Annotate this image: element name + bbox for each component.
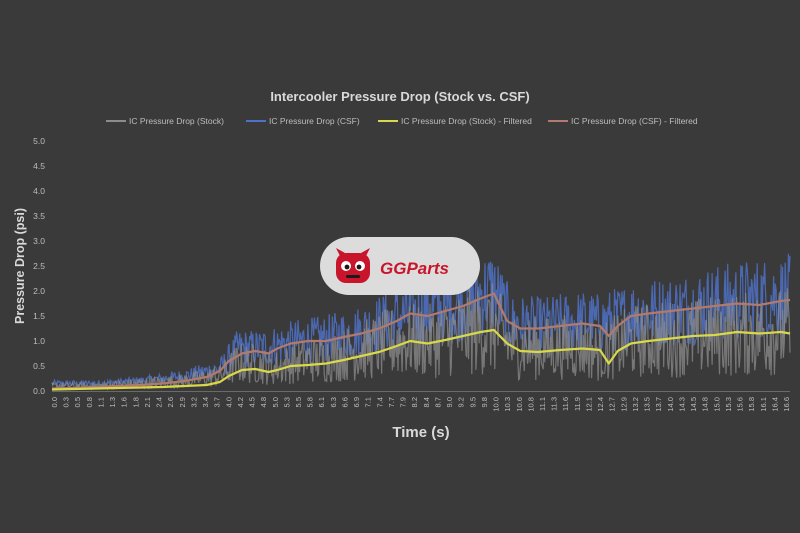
x-tick-label: 12.9 (619, 397, 628, 412)
x-tick-label: 15.6 (736, 397, 745, 412)
x-tick-label: 15.3 (724, 397, 733, 412)
x-tick-label: 2.6 (166, 397, 175, 407)
x-tick-label: 7.1 (364, 397, 373, 407)
x-tick-label: 10.3 (503, 397, 512, 412)
chart-title: Intercooler Pressure Drop (Stock vs. CSF… (270, 89, 529, 104)
x-tick-label: 4.0 (224, 397, 233, 407)
x-tick-label: 9.0 (445, 397, 454, 407)
x-tick-label: 13.2 (631, 397, 640, 412)
y-tick-label: 3.5 (33, 211, 45, 221)
x-tick-label: 2.1 (143, 397, 152, 407)
x-tick-label: 16.1 (759, 397, 768, 412)
x-tick-label: 3.4 (201, 397, 210, 407)
x-tick-label: 11.6 (561, 397, 570, 411)
x-tick-label: 4.2 (236, 397, 245, 407)
x-tick-label: 9.2 (457, 397, 466, 407)
legend-label: IC Pressure Drop (Stock) (129, 116, 224, 126)
legend: IC Pressure Drop (Stock) IC Pressure Drop… (106, 116, 698, 126)
legend-label: IC Pressure Drop (Stock) - Filtered (401, 116, 532, 126)
x-tick-label: 1.6 (120, 397, 129, 407)
legend-label: IC Pressure Drop (CSF) - Filtered (571, 116, 698, 126)
x-tick-label: 14.5 (689, 397, 698, 412)
x-tick-label: 0.3 (62, 397, 71, 407)
x-tick-label: 11.9 (573, 397, 582, 411)
x-tick-label: 10.6 (515, 397, 524, 412)
ggparts-logo: GGParts (320, 237, 480, 295)
x-tick-label: 0.0 (50, 397, 59, 407)
x-tick-label: 5.0 (271, 397, 280, 407)
x-tick-label: 1.1 (96, 397, 105, 407)
series-line-stock-filtered (51, 328, 791, 391)
x-tick-label: 13.5 (643, 397, 652, 412)
y-tick-label: 4.5 (33, 161, 45, 171)
x-tick-label: 13.7 (654, 397, 663, 412)
y-tick-label: 5.0 (33, 136, 45, 146)
y-tick-label: 4.0 (33, 186, 45, 196)
x-tick-label: 6.3 (329, 397, 338, 407)
x-tick-label: 11.3 (550, 397, 559, 411)
y-tick-label: 1.0 (33, 336, 45, 346)
x-axis-label: Time (s) (392, 424, 449, 441)
x-tick-label: 9.8 (480, 397, 489, 407)
x-tick-label: 5.5 (294, 397, 303, 407)
series-line-csf-filtered (51, 292, 791, 390)
x-tick-label: 1.8 (131, 397, 140, 407)
legend-label: IC Pressure Drop (CSF) (269, 116, 360, 126)
x-tick-label: 16.4 (770, 397, 779, 412)
x-tick-label: 16.6 (782, 397, 791, 412)
x-tick-label: 15.0 (712, 397, 721, 412)
y-tick-label: 3.0 (33, 236, 45, 246)
x-tick-label: 8.7 (433, 397, 442, 407)
x-tick-label: 2.9 (178, 397, 187, 407)
x-tick-label: 4.5 (248, 397, 257, 407)
x-tick-label: 6.6 (340, 397, 349, 407)
x-tick-label: 14.3 (677, 397, 686, 412)
x-tick-label: 6.1 (317, 397, 326, 407)
x-tick-label: 9.5 (468, 397, 477, 407)
y-tick-label: 0.5 (33, 361, 45, 371)
x-tick-label: 5.3 (282, 397, 291, 407)
x-tick-label: 7.7 (387, 397, 396, 407)
x-tick-label: 4.8 (259, 397, 268, 407)
x-tick-label: 12.1 (584, 397, 593, 412)
y-axis-label: Pressure Drop (psi) (13, 208, 27, 324)
x-tick-label: 8.4 (422, 397, 431, 407)
logo-text: GGParts (380, 259, 449, 278)
x-tick-label: 12.7 (608, 397, 617, 412)
x-tick-label: 14.0 (666, 397, 675, 412)
y-tick-label: 0.0 (33, 386, 45, 396)
x-tick-label: 14.8 (701, 397, 710, 412)
x-tick-label: 6.9 (352, 397, 361, 407)
y-tick-label: 1.5 (33, 311, 45, 321)
series-lines (51, 292, 791, 391)
x-tick-label: 0.8 (85, 397, 94, 407)
x-tick-label: 15.8 (747, 397, 756, 412)
x-tick-label: 1.3 (108, 397, 117, 407)
x-tick-label: 7.4 (375, 397, 384, 407)
x-axis-ticks: 0.0 0.3 0.5 0.8 1.1 1.3 1.6 1.8 2.1 2.4 2.6 2.9 3.2 3… (50, 397, 791, 412)
y-axis-ticks: 0.0 0.5 1.0 1.5 2.0 2.5 3.0 3.5 4.0 4.5 5.0 (33, 136, 45, 396)
x-tick-label: 10.8 (526, 397, 535, 412)
x-tick-label: 12.4 (596, 397, 605, 412)
x-tick-label: 5.8 (306, 397, 315, 407)
x-tick-label: 11.1 (538, 397, 547, 411)
x-tick-label: 3.7 (213, 397, 222, 407)
y-tick-label: 2.0 (33, 286, 45, 296)
x-tick-label: 3.2 (189, 397, 198, 407)
x-tick-label: 10.0 (492, 397, 501, 412)
x-tick-label: 7.9 (399, 397, 408, 407)
mascot-icon (336, 248, 370, 283)
y-tick-label: 2.5 (33, 261, 45, 271)
x-tick-label: 8.2 (410, 397, 419, 407)
x-tick-label: 2.4 (155, 397, 164, 407)
x-tick-label: 0.5 (73, 397, 82, 407)
